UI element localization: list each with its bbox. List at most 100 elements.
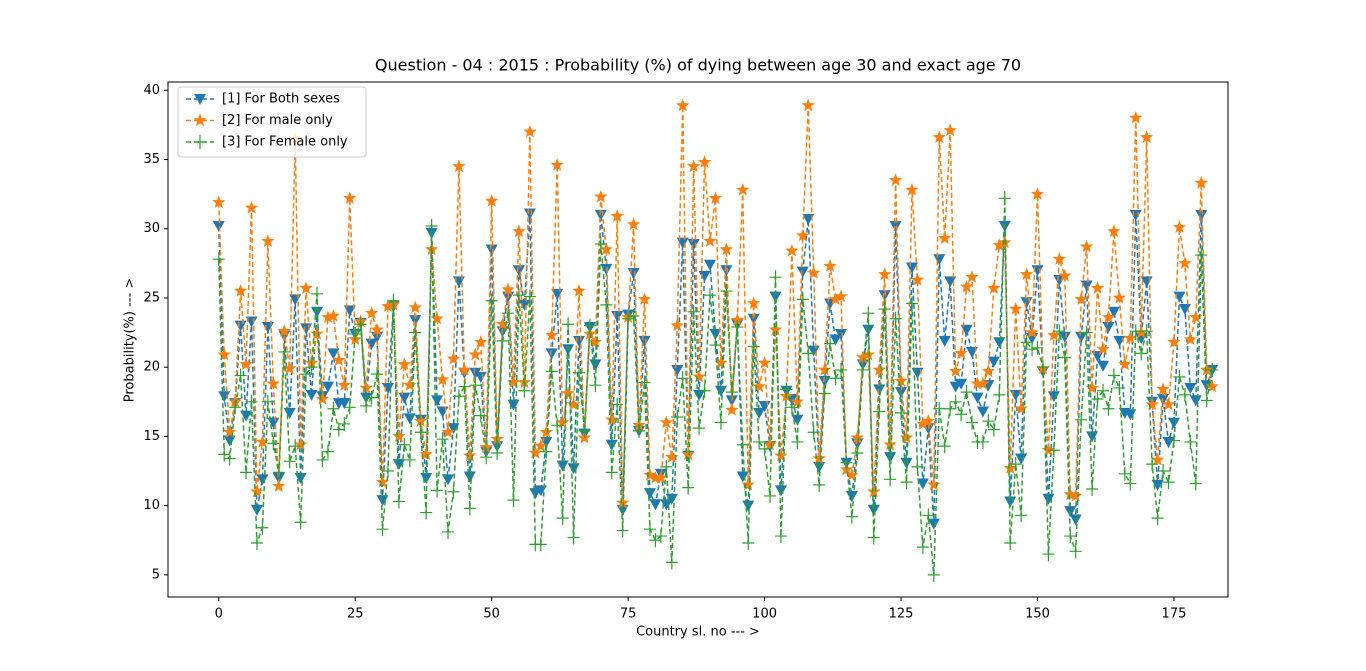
marker-plus — [414, 425, 427, 440]
marker-star — [343, 191, 357, 204]
marker-plus — [731, 320, 744, 335]
y-tick-label: 35 — [143, 152, 160, 167]
marker-plus — [507, 493, 520, 508]
marker-star — [626, 217, 641, 231]
marker-triangle — [955, 378, 968, 390]
marker-plus — [627, 308, 640, 323]
marker-star — [463, 448, 477, 462]
axes-frame — [167, 81, 1229, 598]
marker-plus — [1178, 387, 1191, 402]
marker-triangle — [1189, 395, 1202, 407]
marker-plus — [1200, 393, 1213, 408]
marker-star — [572, 284, 586, 297]
marker-star — [1101, 310, 1116, 324]
marker-triangle — [709, 328, 722, 340]
marker-plus — [976, 434, 989, 449]
marker-star — [692, 369, 706, 383]
marker-plus — [698, 383, 711, 398]
marker-star — [637, 292, 652, 306]
marker-plus — [398, 437, 411, 452]
marker-triangle — [976, 406, 989, 418]
marker-plus — [714, 415, 727, 430]
marker-plus — [693, 421, 706, 436]
marker-plus — [993, 387, 1006, 402]
marker-plus — [485, 293, 498, 308]
marker-star — [812, 451, 826, 465]
plot-area — [212, 98, 1219, 582]
marker-triangle — [567, 463, 580, 475]
marker-star — [807, 266, 821, 279]
marker-star — [828, 292, 843, 306]
marker-star — [310, 326, 324, 340]
marker-plus — [611, 397, 624, 412]
marker-star — [757, 356, 772, 369]
marker-star — [495, 317, 510, 330]
marker-plus — [600, 297, 613, 312]
y-tick-label: 10 — [143, 498, 160, 513]
marker-star — [921, 414, 935, 427]
x-tick-label: 125 — [889, 607, 914, 622]
marker-star — [845, 468, 859, 481]
marker-star — [872, 362, 886, 376]
marker-triangle — [687, 238, 700, 250]
marker-plus — [780, 382, 793, 397]
marker-star — [1178, 256, 1192, 270]
marker-triangle — [742, 500, 755, 512]
marker-triangle — [933, 254, 946, 266]
marker-plus — [431, 483, 444, 498]
marker-star — [261, 234, 275, 247]
marker-star — [555, 415, 570, 429]
marker-plus — [316, 452, 329, 467]
marker-triangle — [194, 94, 206, 105]
marker-triangle — [403, 413, 416, 425]
marker-star — [752, 379, 766, 393]
marker-plus — [234, 368, 247, 383]
marker-plus — [922, 508, 935, 523]
marker-star — [888, 173, 903, 186]
marker-triangle — [835, 328, 848, 340]
marker-plus — [835, 362, 848, 377]
x-tick-label: 100 — [752, 607, 777, 622]
marker-triangle — [1195, 209, 1208, 221]
marker-star — [686, 159, 701, 173]
marker-triangle — [223, 435, 236, 447]
marker-star — [534, 439, 548, 452]
marker-plus — [272, 465, 285, 480]
marker-triangle — [774, 485, 787, 497]
marker-star — [233, 284, 248, 297]
marker-triangle — [594, 209, 607, 221]
marker-plus — [927, 567, 940, 582]
marker-triangle — [1075, 331, 1088, 343]
marker-plus — [1113, 380, 1126, 395]
marker-plus — [491, 446, 504, 461]
marker-star — [1058, 268, 1072, 282]
marker-star — [414, 414, 428, 427]
marker-star — [697, 155, 712, 168]
marker-star — [878, 267, 892, 281]
marker-star — [392, 429, 406, 443]
marker-star — [823, 259, 837, 272]
marker-plus — [403, 452, 416, 467]
marker-triangle — [938, 335, 951, 347]
marker-star — [801, 98, 815, 112]
marker-plus — [589, 378, 602, 393]
marker-plus — [343, 400, 356, 415]
marker-star — [1009, 302, 1023, 315]
marker-star — [430, 311, 444, 325]
marker-star — [932, 130, 946, 144]
marker-triangle — [867, 504, 880, 516]
marker-star — [1090, 281, 1105, 294]
x-axis-label: Country sl. no --- > — [636, 625, 760, 640]
marker-plus — [256, 520, 269, 535]
marker-plus — [409, 325, 422, 340]
marker-plus — [960, 385, 973, 400]
marker-star — [419, 447, 433, 461]
marker-star — [212, 195, 226, 209]
marker-star — [539, 425, 553, 438]
marker-plus — [851, 446, 864, 461]
x-tick-label: 150 — [1025, 607, 1050, 622]
marker-plus — [212, 252, 225, 267]
marker-star — [1112, 290, 1127, 304]
marker-star — [774, 448, 788, 462]
marker-plus — [884, 472, 897, 487]
